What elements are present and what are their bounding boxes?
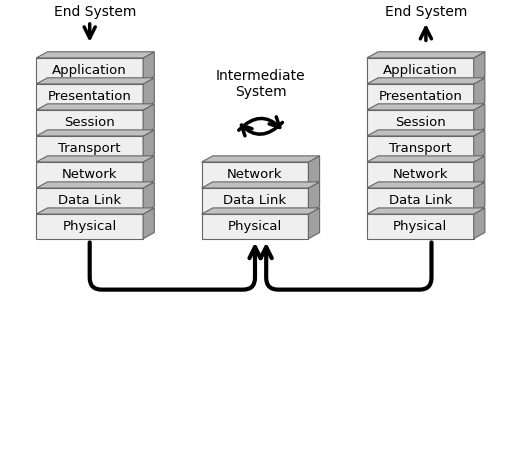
Polygon shape (473, 156, 484, 187)
Polygon shape (36, 104, 154, 110)
Text: Session: Session (394, 116, 445, 129)
Polygon shape (36, 162, 143, 187)
Polygon shape (143, 130, 154, 161)
Polygon shape (366, 136, 473, 161)
Text: Physical: Physical (63, 220, 117, 233)
Text: Application: Application (382, 64, 457, 77)
Text: Transport: Transport (59, 142, 121, 155)
Polygon shape (366, 188, 473, 213)
Polygon shape (308, 208, 319, 238)
Polygon shape (473, 78, 484, 109)
Polygon shape (36, 188, 143, 213)
Text: Network: Network (62, 168, 117, 181)
Polygon shape (36, 136, 143, 161)
Text: Application: Application (52, 64, 127, 77)
Polygon shape (366, 84, 473, 109)
Polygon shape (201, 208, 319, 214)
Polygon shape (201, 188, 308, 213)
Polygon shape (366, 104, 484, 110)
Polygon shape (36, 78, 154, 84)
Text: Data Link: Data Link (388, 194, 451, 207)
Polygon shape (473, 208, 484, 238)
Polygon shape (308, 182, 319, 213)
Text: End System: End System (384, 5, 466, 19)
Polygon shape (36, 110, 143, 134)
Polygon shape (143, 208, 154, 238)
Polygon shape (473, 182, 484, 213)
Polygon shape (366, 182, 484, 188)
Polygon shape (36, 214, 143, 238)
Polygon shape (36, 130, 154, 136)
Polygon shape (366, 162, 473, 187)
Polygon shape (36, 208, 154, 214)
Text: Data Link: Data Link (223, 194, 286, 207)
Polygon shape (366, 110, 473, 134)
Text: Transport: Transport (388, 142, 450, 155)
Polygon shape (201, 182, 319, 188)
Text: Network: Network (392, 168, 447, 181)
Polygon shape (143, 156, 154, 187)
Text: Presentation: Presentation (378, 90, 461, 103)
Polygon shape (366, 58, 473, 83)
Polygon shape (366, 214, 473, 238)
Polygon shape (366, 130, 484, 136)
Text: End System: End System (54, 5, 136, 19)
Polygon shape (308, 156, 319, 187)
Polygon shape (201, 162, 308, 187)
Polygon shape (366, 52, 484, 58)
Polygon shape (143, 78, 154, 109)
Polygon shape (201, 156, 319, 162)
Polygon shape (36, 52, 154, 58)
Text: Physical: Physical (228, 220, 281, 233)
Text: Session: Session (64, 116, 115, 129)
Polygon shape (473, 104, 484, 134)
Text: Physical: Physical (392, 220, 446, 233)
Polygon shape (473, 52, 484, 83)
Polygon shape (366, 208, 484, 214)
Polygon shape (36, 58, 143, 83)
Polygon shape (201, 214, 308, 238)
Text: Presentation: Presentation (48, 90, 131, 103)
Polygon shape (366, 156, 484, 162)
Polygon shape (36, 182, 154, 188)
Polygon shape (36, 84, 143, 109)
Polygon shape (366, 78, 484, 84)
Text: Network: Network (227, 168, 282, 181)
Text: Intermediate
System: Intermediate System (215, 69, 305, 99)
Polygon shape (143, 52, 154, 83)
Polygon shape (36, 156, 154, 162)
Polygon shape (473, 130, 484, 161)
Polygon shape (143, 104, 154, 134)
Polygon shape (143, 182, 154, 213)
Text: Data Link: Data Link (58, 194, 121, 207)
